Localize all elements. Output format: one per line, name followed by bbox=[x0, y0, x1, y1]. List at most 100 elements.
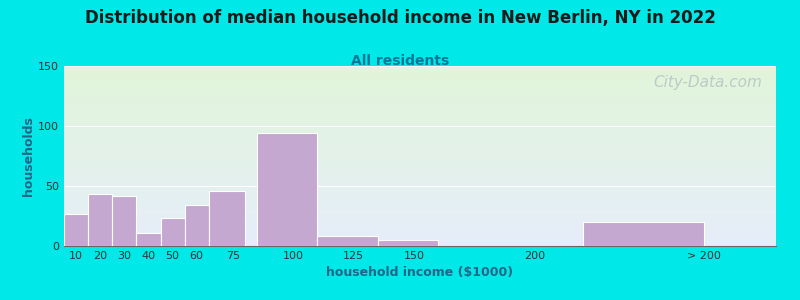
Bar bbox=[64, 148, 776, 149]
Bar bbox=[64, 109, 776, 110]
Bar bbox=[64, 158, 776, 159]
Bar bbox=[64, 206, 776, 207]
Bar bbox=[64, 234, 776, 235]
Bar bbox=[64, 132, 776, 133]
Bar bbox=[64, 225, 776, 226]
Bar bbox=[64, 119, 776, 120]
Bar bbox=[64, 88, 776, 89]
Bar bbox=[64, 93, 776, 94]
Bar bbox=[64, 176, 776, 177]
Bar bbox=[209, 191, 245, 246]
Bar bbox=[64, 133, 776, 134]
Bar bbox=[161, 218, 185, 246]
Bar bbox=[64, 188, 776, 189]
Text: Distribution of median household income in New Berlin, NY in 2022: Distribution of median household income … bbox=[85, 9, 715, 27]
Bar bbox=[64, 121, 776, 122]
Bar bbox=[64, 193, 776, 194]
Bar bbox=[64, 229, 776, 230]
Bar bbox=[64, 154, 776, 155]
Bar bbox=[64, 171, 776, 172]
Bar bbox=[64, 200, 776, 201]
Bar bbox=[64, 156, 776, 157]
Bar bbox=[64, 166, 776, 167]
Bar bbox=[64, 182, 776, 183]
Bar bbox=[64, 159, 776, 160]
Bar bbox=[64, 138, 776, 139]
Bar bbox=[64, 198, 776, 199]
Bar bbox=[64, 242, 776, 243]
Bar bbox=[64, 152, 776, 153]
Bar bbox=[64, 191, 776, 192]
Bar bbox=[64, 240, 776, 241]
Bar bbox=[64, 187, 776, 188]
Bar bbox=[185, 205, 209, 246]
Bar bbox=[64, 100, 776, 101]
Bar bbox=[64, 195, 776, 196]
Bar bbox=[64, 80, 776, 81]
Text: All residents: All residents bbox=[351, 54, 449, 68]
Bar bbox=[64, 179, 776, 180]
Bar bbox=[64, 106, 776, 107]
Bar bbox=[64, 145, 776, 146]
Bar bbox=[64, 73, 776, 74]
Bar bbox=[64, 129, 776, 130]
Bar bbox=[64, 220, 776, 221]
Bar bbox=[64, 177, 776, 178]
Bar bbox=[64, 230, 776, 231]
Bar bbox=[64, 227, 776, 228]
Bar bbox=[64, 150, 776, 151]
Bar bbox=[64, 72, 776, 73]
Bar bbox=[64, 169, 776, 170]
Bar bbox=[64, 215, 776, 216]
Bar bbox=[64, 213, 776, 214]
Bar bbox=[64, 113, 776, 114]
Bar bbox=[64, 203, 776, 204]
Bar bbox=[64, 243, 776, 244]
Bar bbox=[64, 87, 776, 88]
Bar bbox=[64, 81, 776, 82]
Bar bbox=[64, 214, 88, 246]
Bar bbox=[64, 208, 776, 209]
Bar bbox=[112, 196, 137, 246]
Bar bbox=[64, 190, 776, 191]
Bar bbox=[64, 90, 776, 91]
Bar bbox=[64, 131, 776, 132]
Bar bbox=[64, 118, 776, 119]
Bar bbox=[64, 232, 776, 233]
Bar bbox=[64, 174, 776, 175]
Bar bbox=[64, 178, 776, 179]
Bar bbox=[64, 112, 776, 113]
Bar bbox=[64, 68, 776, 69]
Bar bbox=[64, 98, 776, 99]
Bar bbox=[64, 160, 776, 161]
Bar bbox=[64, 74, 776, 75]
Bar bbox=[64, 196, 776, 197]
Bar bbox=[64, 153, 776, 154]
Bar bbox=[378, 240, 438, 246]
Bar bbox=[64, 180, 776, 181]
Bar bbox=[64, 219, 776, 220]
Bar bbox=[64, 241, 776, 242]
Bar bbox=[64, 245, 776, 246]
Bar bbox=[64, 79, 776, 80]
Bar bbox=[64, 75, 776, 76]
Bar bbox=[64, 160, 776, 161]
Bar bbox=[64, 114, 776, 115]
Bar bbox=[64, 218, 776, 219]
Bar bbox=[64, 205, 776, 206]
Text: City-Data.com: City-Data.com bbox=[653, 75, 762, 90]
Bar bbox=[64, 135, 776, 136]
Bar bbox=[64, 94, 776, 95]
Bar bbox=[257, 133, 318, 246]
Bar bbox=[64, 123, 776, 124]
Bar bbox=[64, 69, 776, 70]
Bar bbox=[64, 224, 776, 225]
Bar bbox=[64, 86, 776, 87]
Bar bbox=[64, 144, 776, 145]
Bar bbox=[64, 164, 776, 165]
Bar bbox=[64, 235, 776, 236]
Bar bbox=[64, 116, 776, 117]
Bar bbox=[64, 134, 776, 135]
Bar bbox=[64, 70, 776, 71]
Bar bbox=[64, 71, 776, 72]
